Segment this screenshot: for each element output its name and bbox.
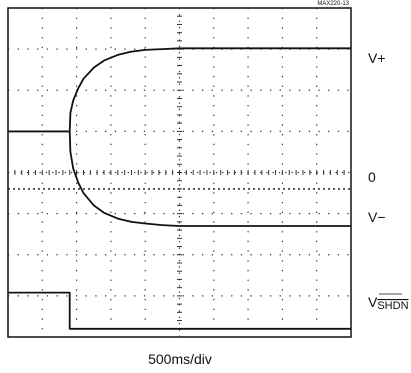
- label-vminus: V−: [368, 209, 386, 225]
- scope-traces: [8, 47, 351, 330]
- scope-grid: [8, 8, 351, 337]
- label-vshdn: VSHDN: [368, 294, 409, 312]
- label-vshdn-prefix: V: [368, 294, 378, 310]
- label-vplus: V+: [368, 50, 386, 66]
- label-zero: 0: [368, 169, 376, 185]
- trace-v: [8, 47, 351, 133]
- time-axis-label: 500ms/div: [148, 351, 212, 367]
- trace-v: [8, 130, 351, 227]
- figure-id: MAX220-13: [317, 1, 349, 7]
- label-vshdn-sub: SHDN: [377, 300, 408, 312]
- trace-vshdn: [8, 291, 351, 330]
